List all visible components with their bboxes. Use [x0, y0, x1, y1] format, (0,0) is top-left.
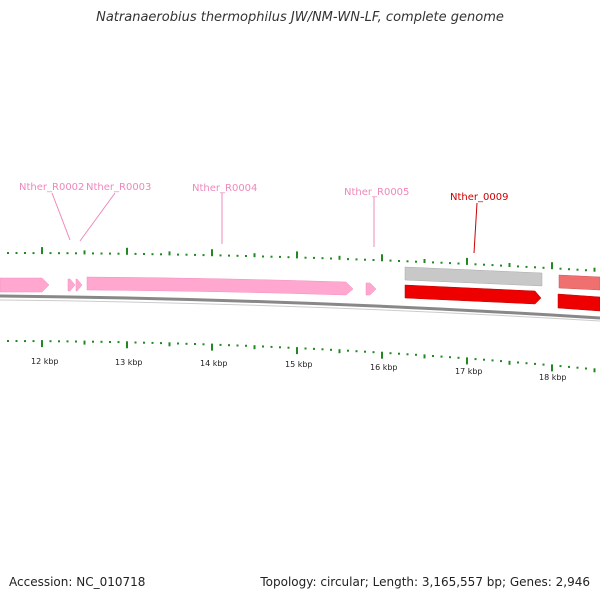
lower-tick-marks [7, 340, 596, 373]
genome-summary-text: Topology: circular; Length: 3,165,557 bp… [260, 575, 590, 589]
gene-label-Nther_R0002[interactable]: Nther_R0002 [19, 182, 84, 193]
page-title: Natranaerobius thermophilus JW/NM-WN-LF,… [96, 10, 504, 25]
arrow-right-icon[interactable] [404, 284, 542, 305]
scale-label: 16 kbp [370, 363, 398, 372]
gene-label-Nther_R0004[interactable]: Nther_R0004 [192, 183, 257, 194]
cds-features [404, 266, 600, 312]
arrow-right-icon[interactable] [67, 278, 76, 292]
arrow-right-icon[interactable] [365, 282, 377, 296]
leader-Nther_R0002 [51, 192, 71, 241]
backbone-inner [0, 299, 600, 322]
cds-shadow-next [558, 274, 600, 291]
scale-label: 14 kbp [200, 359, 228, 368]
scale-label: 12 kbp [31, 357, 59, 366]
gene-label-Nther_R0005[interactable]: Nther_R0005 [344, 187, 409, 198]
cds-shadow-Nther_0009 [404, 266, 543, 287]
gene-label-Nther_R0003[interactable]: Nther_R0003 [86, 182, 151, 193]
backbone-outer [0, 294, 600, 320]
scale-label: 18 kbp [539, 373, 567, 382]
upper-tick-marks [7, 247, 596, 272]
pseudo-features [0, 276, 377, 296]
accession-text: Accession: NC_010718 [9, 575, 146, 589]
arrow-right-icon[interactable] [75, 278, 83, 292]
leader-Nther_R0003 [79, 192, 116, 242]
scale-label: 15 kbp [285, 360, 313, 369]
scale-label: 13 kbp [115, 358, 143, 367]
label-leaders [51, 192, 478, 254]
arrow-right-icon[interactable] [557, 293, 600, 312]
gene-label-Nther_0009[interactable]: Nther_0009 [450, 192, 508, 203]
arrow-right-icon[interactable] [0, 277, 50, 293]
scale-labels: 12 kbp 13 kbp 14 kbp 15 kbp 16 kbp 17 kb… [31, 357, 567, 382]
scale-label: 17 kbp [455, 367, 483, 376]
leader-Nther_0009 [473, 202, 478, 254]
arrow-right-icon[interactable] [86, 276, 354, 296]
